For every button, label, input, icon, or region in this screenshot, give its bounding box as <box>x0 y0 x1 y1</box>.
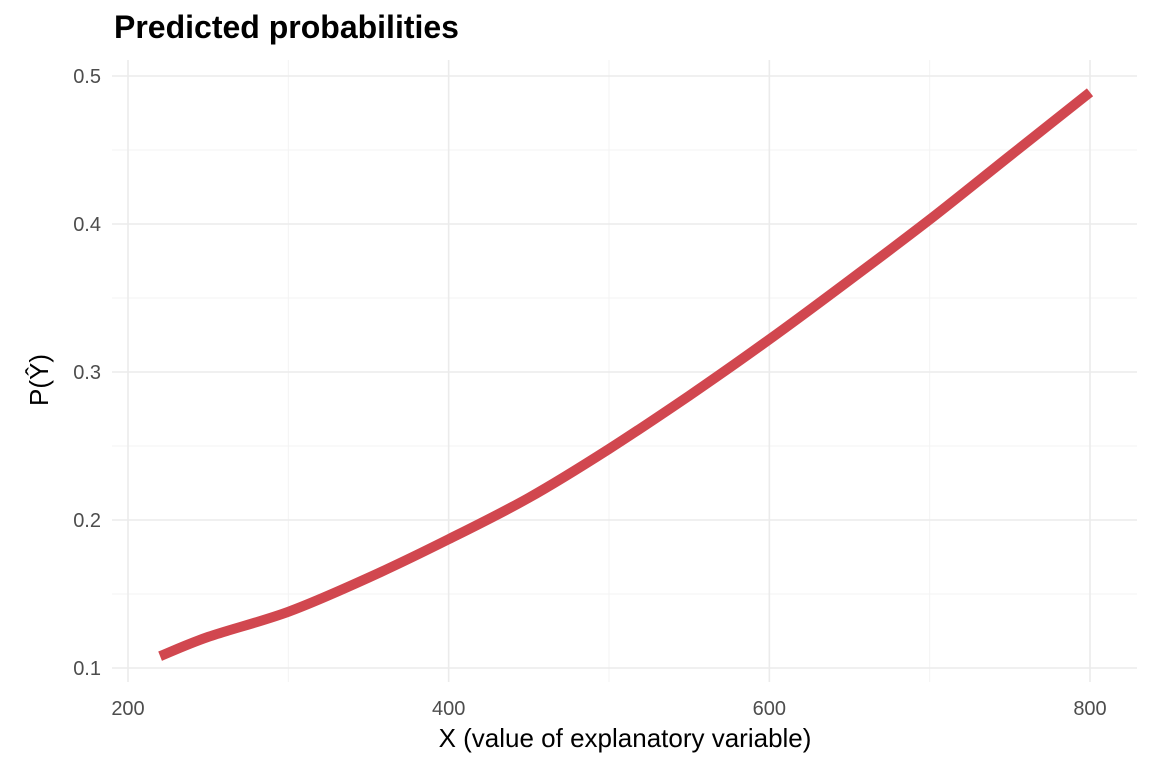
y-tick-label: 0.1 <box>73 658 101 680</box>
x-tick-label: 200 <box>111 698 144 720</box>
gridlines <box>112 60 1137 682</box>
y-tick-label: 0.5 <box>73 66 101 88</box>
x-tick-label: 800 <box>1073 698 1106 720</box>
y-axis-title: P(Ŷ) <box>24 354 54 406</box>
series-group <box>158 88 1094 661</box>
y-tick-label: 0.3 <box>73 362 101 384</box>
y-axis: 0.1 0.2 0.3 0.4 0.5 <box>73 66 101 680</box>
x-tick-label: 600 <box>753 698 786 720</box>
chart-title: Predicted probabilities <box>114 9 459 45</box>
x-axis: 200 400 600 800 <box>111 698 1106 720</box>
series-line <box>158 88 1094 661</box>
x-axis-title: X (value of explanatory variable) <box>439 723 812 753</box>
x-tick-label: 400 <box>432 698 465 720</box>
y-tick-label: 0.2 <box>73 510 101 532</box>
y-tick-label: 0.4 <box>73 214 101 236</box>
